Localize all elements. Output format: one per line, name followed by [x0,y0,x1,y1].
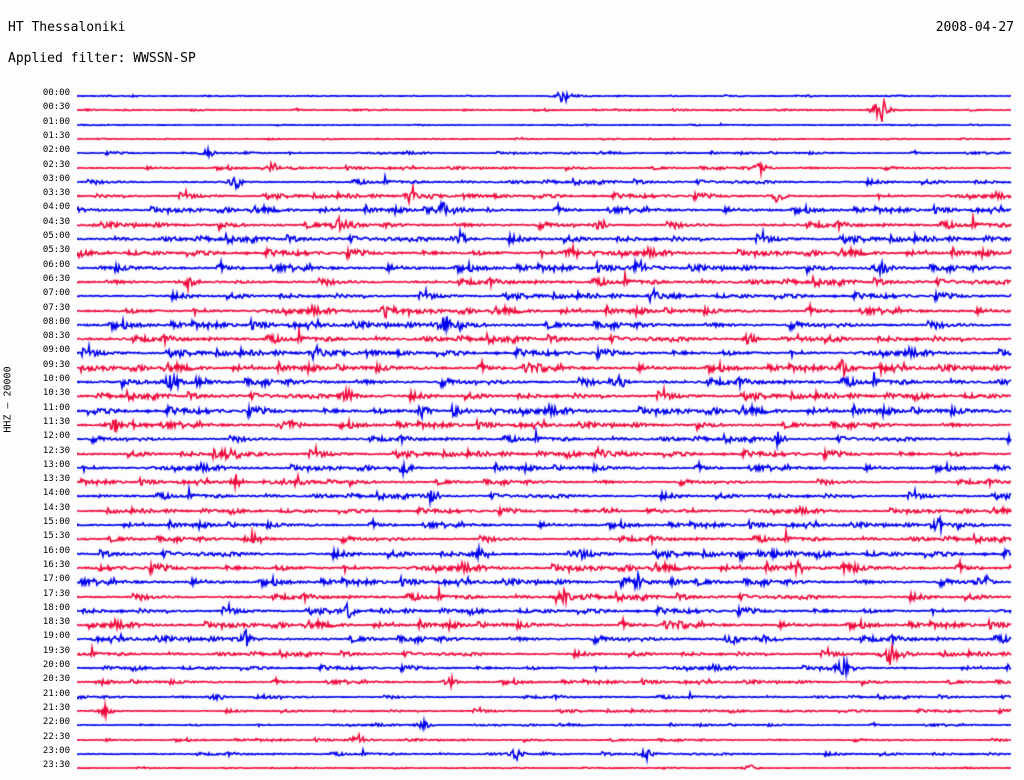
trace-time-label: 11:30 [42,416,70,427]
record-date: 2008-04-27 [935,20,1014,35]
trace-time-label: 20:00 [42,660,70,670]
trace-time-label: 12:30 [42,445,70,456]
trace-time-label: 08:00 [42,316,70,327]
trace-time-label: 17:30 [42,588,70,599]
trace-time-label: 15:30 [42,531,70,542]
trace-time-label: 01:00 [42,116,70,127]
trace-time-label: 19:00 [42,631,70,642]
trace-time-label: 05:00 [42,231,70,241]
trace-time-label: 18:30 [42,617,70,628]
trace-time-label: 08:30 [42,331,70,342]
trace-time-label: 14:00 [42,488,70,499]
trace-time-label: 02:30 [42,159,70,170]
trace-time-label: 06:00 [42,259,70,270]
trace-time-label: 03:30 [42,188,70,199]
trace-time-label: 15:00 [42,517,70,527]
trace-time-label: 21:30 [42,702,70,713]
trace-time-label: 10:30 [42,388,70,399]
trace-time-label: 17:00 [42,574,70,585]
trace-time-label: 19:30 [42,645,70,656]
trace-time-label: 12:00 [42,431,70,442]
trace-time-label: 07:00 [42,288,70,299]
trace-time-label: 10:00 [42,374,70,384]
trace-time-label: 18:00 [42,602,70,613]
trace-time-label: 09:30 [42,359,70,370]
trace-time-label: 06:30 [42,273,70,284]
trace-time-label: 20:30 [42,674,70,685]
trace-row: 23:30 [0,756,1024,780]
trace-time-label: 04:30 [42,216,70,227]
trace-time-label: 11:00 [42,402,70,413]
trace-waveform [77,756,1012,780]
trace-time-label: 00:30 [42,102,70,113]
trace-time-label: 21:00 [42,688,70,699]
applied-filter-label: Applied filter: WWSSN-SP [8,51,196,66]
trace-time-label: 09:00 [42,345,70,356]
seismogram-plot: 00:00 00:30 01:00 01:30 02:00 02:30 03:00 03:30… [0,82,1024,780]
trace-time-label: 23:00 [42,745,70,756]
trace-time-label: 16:30 [42,559,70,570]
trace-time-label: 00:00 [42,88,70,98]
station-title: HT Thessaloniki [8,20,126,35]
trace-time-label: 04:00 [42,202,70,213]
trace-time-label: 22:30 [42,731,70,742]
trace-time-label: 01:30 [42,130,70,141]
trace-time-label: 05:30 [42,245,70,256]
trace-time-label: 23:30 [42,760,70,771]
trace-time-label: 02:00 [42,145,70,156]
trace-time-label: 22:00 [42,717,70,728]
trace-time-label: 16:00 [42,545,70,556]
trace-time-label: 03:00 [42,173,70,184]
trace-time-label: 13:00 [42,459,70,470]
trace-time-label: 14:30 [42,502,70,513]
trace-time-label: 07:30 [42,302,70,313]
trace-time-label: 13:30 [42,474,70,485]
